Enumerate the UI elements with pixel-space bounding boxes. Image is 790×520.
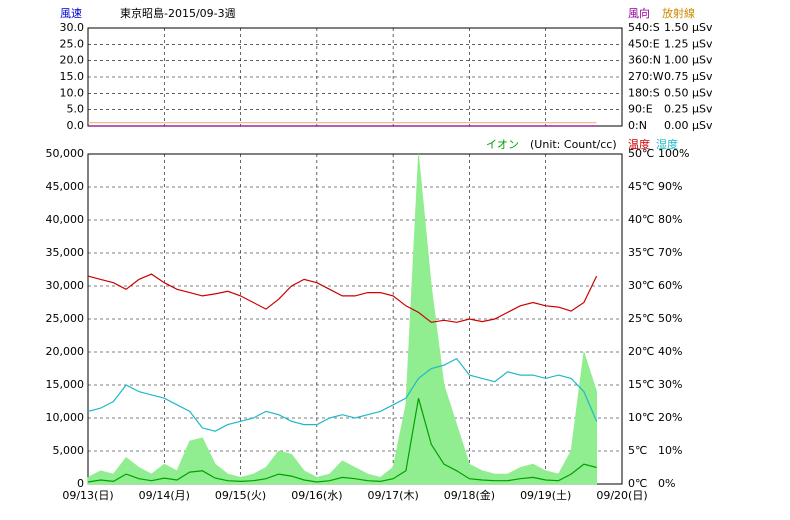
y-tick-label: 10.0	[60, 86, 85, 99]
y2-tick-label: 30℃	[628, 279, 654, 292]
x-tick-label: 09/20(日)	[596, 489, 647, 502]
y3-axis-title: 湿度	[656, 137, 678, 151]
x-tick-label: 09/14(月)	[139, 489, 190, 502]
y-tick-label: 45,000	[46, 180, 85, 193]
y2-tick-label: 0℃	[628, 477, 647, 490]
y3-tick-label: 0%	[658, 477, 675, 490]
y-tick-label: 15,000	[46, 378, 85, 391]
area	[87, 153, 597, 485]
y-tick-label: 35,000	[46, 246, 85, 259]
y3-tick-label: 0.25 μSv	[664, 103, 713, 116]
y2-tick-label: 25℃	[628, 312, 654, 325]
y-tick-label: 5,000	[53, 444, 85, 457]
x-tick-label: 09/17(木)	[367, 489, 418, 502]
y2-tick-label: 10℃	[628, 411, 654, 424]
y2-tick-label: 5℃	[628, 444, 647, 457]
y2-tick-label: 360:N	[628, 54, 661, 67]
y3-tick-label: 80%	[658, 213, 682, 226]
y-tick-label: 0.0	[67, 119, 85, 132]
y-tick-label: 10,000	[46, 411, 85, 424]
x-tick-label: 09/18(金)	[444, 488, 495, 502]
y-tick-label: 40,000	[46, 213, 85, 226]
y-axis-title: 風速	[60, 7, 82, 20]
y2-tick-label: 270:W	[628, 70, 664, 83]
y-tick-label: 20.0	[60, 54, 85, 67]
annotation: (Unit: Count/cc)	[530, 138, 617, 151]
line	[87, 357, 598, 432]
y3-tick-label: 90%	[658, 180, 682, 193]
y-tick-label: 50,000	[46, 147, 85, 160]
x-tick-label: 09/15(火)	[215, 489, 266, 502]
y3-tick-label: 0.50 μSv	[664, 86, 713, 99]
y-tick-label: 20,000	[46, 345, 85, 358]
y-tick-label: 25,000	[46, 312, 85, 325]
y-tick-label: 0	[77, 477, 84, 490]
y2-tick-label: 90:E	[628, 103, 653, 116]
y3-tick-label: 1.25 μSv	[664, 37, 713, 50]
y2-tick-label: 40℃	[628, 213, 654, 226]
y2-tick-label: 540:S	[628, 21, 660, 34]
legend-label: イオン	[486, 138, 519, 151]
y2-axis-title: 風向	[628, 6, 650, 20]
y2-tick-label: 45℃	[628, 180, 654, 193]
y2-tick-label: 35℃	[628, 246, 654, 259]
y2-tick-label: 15℃	[628, 378, 654, 391]
line	[87, 273, 598, 323]
y3-tick-label: 0.00 μSv	[664, 119, 713, 132]
y2-tick-label: 0:N	[628, 119, 647, 132]
x-tick-label: 09/13(日)	[62, 489, 113, 502]
y3-tick-label: 1.00 μSv	[664, 54, 713, 67]
y-tick-label: 30,000	[46, 279, 85, 292]
x-tick-label: 09/16(水)	[291, 489, 342, 502]
y-tick-label: 30.0	[60, 21, 85, 34]
y-tick-label: 15.0	[60, 70, 85, 83]
y3-tick-label: 70%	[658, 246, 682, 259]
y2-tick-label: 20℃	[628, 345, 654, 358]
y-tick-label: 25.0	[60, 37, 85, 50]
y2-tick-label: 450:E	[628, 37, 660, 50]
y3-axis-title: 放射線	[662, 6, 695, 20]
y3-tick-label: 50%	[658, 312, 682, 325]
y3-tick-label: 30%	[658, 378, 682, 391]
y3-tick-label: 100%	[658, 147, 689, 160]
line	[87, 398, 597, 483]
y3-tick-label: 60%	[658, 279, 682, 292]
y2-axis-title: 温度	[628, 137, 650, 151]
x-tick-label: 09/19(土)	[520, 489, 571, 502]
y2-tick-label: 50℃	[628, 147, 654, 160]
y3-tick-label: 40%	[658, 345, 682, 358]
y3-tick-label: 0.75 μSv	[664, 70, 713, 83]
y3-tick-label: 10%	[658, 444, 682, 457]
y3-tick-label: 20%	[658, 411, 682, 424]
chart-title: 東京昭島-2015/09-3週	[120, 6, 236, 20]
y2-tick-label: 180:S	[628, 86, 660, 99]
y-tick-label: 5.0	[67, 103, 85, 116]
y3-tick-label: 1.50 μSv	[664, 21, 713, 34]
